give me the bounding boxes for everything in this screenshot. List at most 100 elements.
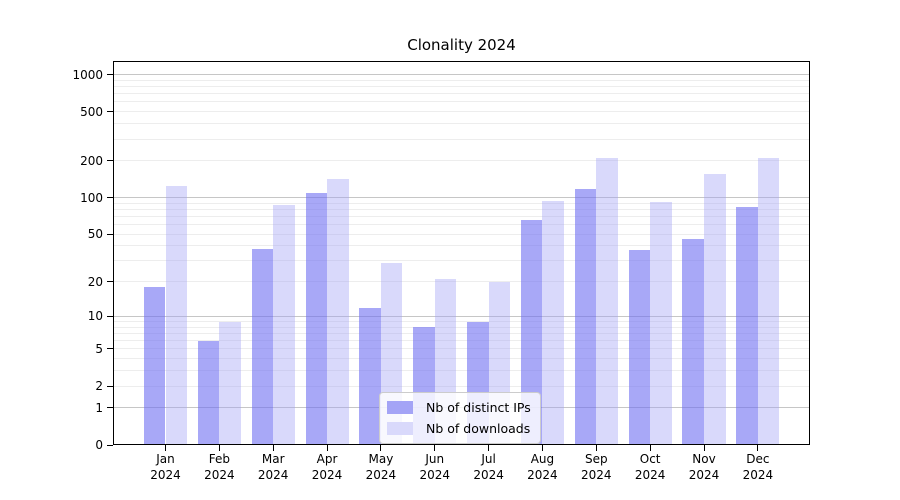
bar-distinct-ips-12 (736, 206, 758, 445)
y-tick-mark (107, 444, 113, 446)
y-tick-mark (107, 233, 113, 235)
gridline-minor (113, 348, 810, 350)
x-tick-mark (757, 445, 759, 451)
x-tick-label: Jul 2024 (473, 452, 504, 482)
legend-item-distinct-ips: Nb of distinct IPs (387, 398, 531, 417)
legend-item-downloads: Nb of downloads (387, 419, 531, 438)
bar-downloads-11 (704, 174, 726, 445)
x-tick-label: Sep 2024 (581, 452, 612, 482)
bar-downloads-3 (273, 204, 295, 445)
y-tick-mark (107, 281, 113, 283)
bar-distinct-ips-2 (197, 340, 220, 445)
chart-title: Clonality 2024 (407, 36, 516, 54)
bar-downloads-9 (596, 158, 618, 445)
y-tick-label: 2 (95, 379, 103, 394)
bar-distinct-ips-8 (520, 220, 543, 445)
x-tick-label: Aug 2024 (527, 452, 558, 482)
y-tick-label: 100 (80, 190, 103, 205)
bar-distinct-ips-5 (359, 307, 381, 445)
x-tick-label: Jan 2024 (150, 452, 181, 482)
y-tick-mark (107, 315, 113, 317)
gridline-minor (113, 202, 810, 204)
x-tick-mark (595, 445, 597, 451)
x-tick-label: Jun 2024 (419, 452, 451, 482)
y-tick-mark (107, 74, 113, 76)
gridline-minor (113, 358, 810, 360)
gridline-minor (113, 281, 810, 283)
x-tick-mark (165, 445, 166, 451)
legend-swatch-downloads (387, 422, 413, 435)
x-tick-label: Dec 2024 (742, 452, 774, 482)
gridline-minor (113, 101, 810, 103)
bar-downloads-4 (327, 178, 349, 445)
y-tick-mark (107, 197, 113, 199)
x-tick-label: Feb 2024 (204, 452, 235, 482)
x-tick-label: Apr 2024 (311, 452, 343, 482)
bar-distinct-ips-1 (143, 287, 166, 445)
gridline-minor (113, 224, 810, 226)
legend: Nb of distinct IPs Nb of downloads (379, 392, 541, 444)
legend-swatch-distinct-ips (387, 401, 413, 414)
x-tick-mark (703, 445, 705, 451)
y-tick-mark (107, 385, 113, 387)
x-tick-mark (541, 445, 543, 451)
bar-distinct-ips-10 (628, 250, 651, 445)
bar-distinct-ips-3 (251, 248, 274, 445)
x-tick-mark (488, 445, 490, 451)
x-tick-label: Oct 2024 (634, 452, 666, 482)
bar-distinct-ips-9 (574, 189, 597, 445)
legend-label-distinct-ips: Nb of distinct IPs (426, 400, 531, 415)
x-tick-label: May 2024 (365, 452, 397, 482)
gridline-minor (113, 245, 810, 247)
bar-distinct-ips-4 (305, 192, 328, 445)
gridline-major (113, 197, 810, 199)
x-tick-mark (434, 445, 436, 451)
y-tick-label: 1 (95, 400, 103, 415)
gridline-minor (113, 138, 810, 140)
x-tick-mark (649, 445, 651, 451)
x-tick-mark (218, 445, 220, 451)
x-tick-label: Nov 2024 (688, 452, 720, 482)
gridline-minor (113, 233, 810, 235)
bar-downloads-10 (650, 202, 672, 445)
gridline-minor (113, 370, 810, 372)
y-tick-label: 5 (95, 341, 103, 356)
x-tick-mark (326, 445, 328, 451)
y-tick-label: 20 (87, 274, 103, 289)
plot-area (113, 61, 810, 445)
gridline-minor (113, 208, 810, 210)
bar-downloads-2 (219, 321, 241, 445)
legend-label-downloads: Nb of downloads (426, 421, 531, 436)
bar-distinct-ips-11 (682, 238, 704, 445)
y-tick-label: 200 (80, 153, 103, 168)
gridline-minor (113, 333, 810, 335)
gridline-major (113, 74, 810, 76)
y-tick-mark (107, 348, 113, 350)
x-tick-label: Mar 2024 (257, 452, 289, 482)
gridline-minor (113, 326, 810, 328)
x-tick-mark (380, 445, 382, 451)
bar-downloads-12 (757, 158, 780, 445)
gridline-minor (113, 111, 810, 113)
gridline-minor (113, 260, 810, 262)
gridline-minor (113, 385, 810, 387)
gridline-minor (113, 340, 810, 342)
y-tick-label: 500 (80, 104, 103, 119)
gridline-major (113, 315, 810, 317)
y-tick-mark (107, 407, 113, 409)
gridline-minor (113, 321, 810, 323)
gridline-minor (113, 123, 810, 125)
gridline-minor (113, 215, 810, 217)
gridline-minor (113, 79, 810, 81)
y-tick-label: 1000 (72, 67, 103, 82)
y-tick-mark (107, 111, 113, 113)
y-tick-label: 50 (87, 227, 103, 242)
x-tick-mark (272, 445, 274, 451)
bar-downloads-1 (165, 186, 188, 445)
bar-downloads-8 (542, 201, 564, 445)
gridline-minor (113, 93, 810, 95)
y-tick-label: 10 (87, 309, 103, 324)
gridline-minor (113, 160, 810, 162)
y-tick-label: 0 (95, 438, 103, 452)
